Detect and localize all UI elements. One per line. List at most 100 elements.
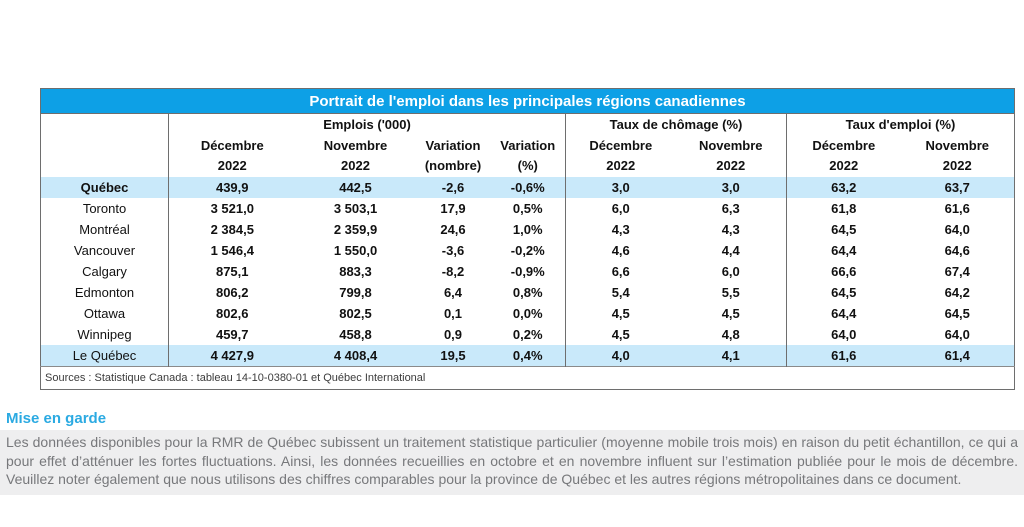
- table-cell: 67,4: [944, 264, 970, 279]
- table-cell: 63,2: [786, 177, 901, 198]
- table-cell: -2,6: [415, 177, 491, 198]
- table-cell: 0,8%: [512, 285, 543, 300]
- table-cell: 1 550,0: [333, 243, 378, 258]
- table-cell: -0,2%: [510, 243, 545, 258]
- table-row: Toronto 3 521,0 3 503,1 17,9 0,5% 6,0 6,3 61,8 6…: [41, 198, 1015, 219]
- table-cell: 3,0: [565, 177, 676, 198]
- caution-note: Mise en garde Les données disponibles po…: [0, 408, 1024, 495]
- table-cell: 64,5: [786, 282, 901, 303]
- table-cell: 64,0: [944, 327, 970, 342]
- table-cell: 64,5: [786, 219, 901, 240]
- corner-cell: [41, 114, 169, 136]
- table-cell: 64,4: [786, 303, 901, 324]
- table-cell: 5,5: [721, 285, 740, 300]
- table-cell: 64,0: [786, 324, 901, 345]
- column-header: Novembre 2022: [323, 138, 388, 173]
- table-row: Le Québec 4 427,9 4 408,4 19,5 0,4% 4,0 4,1 61,…: [40, 345, 1015, 366]
- table-cell: 24,6: [440, 222, 466, 237]
- table-cell: 802,5: [339, 306, 372, 321]
- table-cell: 3,0: [675, 177, 787, 198]
- table-row: Vancouver 1 546,4 1 550,0 -3,6 -0,2% 4,6 4,4 64…: [41, 240, 1015, 261]
- employment-data-table: Portrait de l'emploi dans les principale…: [40, 88, 1015, 390]
- table-cell: 4,3: [721, 222, 740, 237]
- corner-cell: [41, 135, 169, 177]
- table-cell: 0,4%: [490, 345, 566, 366]
- table-cell: 2 359,9: [333, 222, 378, 237]
- table-cell: 0,1: [443, 306, 463, 321]
- table-cell: 0,5%: [512, 201, 543, 216]
- table-cell: 4,1: [675, 345, 787, 366]
- table-cell: 64,4: [786, 240, 901, 261]
- table-cell: 3 521,0: [168, 198, 296, 219]
- column-header: Décembre 2022: [168, 135, 296, 177]
- table-cell: -0,6%: [490, 177, 566, 198]
- table-cell: 4,0: [565, 345, 676, 366]
- table-cell: -8,2: [441, 264, 465, 279]
- table-cell: 3 503,1: [333, 201, 378, 216]
- table-title-row: Portrait de l'emploi dans les principale…: [40, 88, 1015, 114]
- group-header: Taux d'emploi (%): [786, 113, 1015, 135]
- row-label: Edmonton: [74, 285, 135, 300]
- group-header: Taux de chômage (%): [565, 113, 787, 135]
- row-label: Winnipeg: [77, 327, 132, 342]
- group-header: Emplois ('000): [168, 113, 566, 135]
- table-cell: 6,4: [443, 285, 463, 300]
- table-cell: 6,0: [721, 264, 740, 279]
- table-cell: 64,2: [944, 285, 970, 300]
- table-cell: 6,0: [565, 198, 676, 219]
- table-cell: 64,0: [944, 222, 970, 237]
- source-row: Sources : Statistique Canada : tableau 1…: [40, 365, 1015, 389]
- table-cell: 799,8: [339, 285, 372, 300]
- table-cell: 4 427,9: [168, 345, 296, 366]
- table-row: Winnipeg 459,7 458,8 0,9 0,2% 4,5 4,8 64,0 64,0: [41, 324, 1015, 345]
- table-row: Ottawa 802,6 802,5 0,1 0,0% 4,5 4,5 64,4 64,5: [41, 303, 1015, 324]
- table-cell: 4,8: [721, 327, 740, 342]
- table-cell: 4,5: [721, 306, 740, 321]
- table-cell: 2 384,5: [168, 219, 296, 240]
- group-header-row: Emplois ('000) Taux de chômage (%) Taux d'…: [41, 113, 1015, 136]
- table-cell: 4 408,4: [295, 345, 416, 366]
- table-cell: 61,6: [786, 345, 901, 366]
- table-cell: 63,7: [900, 177, 1015, 198]
- table-cell: -3,6: [441, 243, 465, 258]
- table-cell: 4,5: [565, 303, 676, 324]
- column-header-row: Décembre 2022 Novembre 2022 Variation (nom…: [41, 135, 1015, 177]
- table-cell: 875,1: [168, 261, 296, 282]
- column-header: Novembre 2022: [698, 138, 763, 173]
- table-cell: 806,2: [168, 282, 296, 303]
- table-cell: 61,4: [900, 345, 1015, 366]
- table-cell: 64,5: [944, 306, 970, 321]
- employment-table-section: Portrait de l'emploi dans les principale…: [40, 88, 1015, 390]
- table-row: Montréal 2 384,5 2 359,9 24,6 1,0% 4,3 4,3 64,5…: [41, 219, 1015, 240]
- table-cell: 6,3: [721, 201, 740, 216]
- row-label: Calgary: [82, 264, 127, 279]
- table-cell: 4,4: [721, 243, 740, 258]
- table-cell: 459,7: [168, 324, 296, 345]
- row-label: Ottawa: [83, 306, 126, 321]
- column-header: Novembre 2022: [925, 138, 990, 173]
- table-cell: 458,8: [339, 327, 372, 342]
- table-cell: 4,6: [565, 240, 676, 261]
- table-cell: 61,6: [944, 201, 970, 216]
- table-cell: 1 546,4: [168, 240, 296, 261]
- row-label: Vancouver: [73, 243, 136, 258]
- table-cell: 4,3: [565, 219, 676, 240]
- table-cell: 17,9: [440, 201, 466, 216]
- row-label: Montréal: [79, 222, 130, 237]
- table-cell: 442,5: [295, 177, 416, 198]
- table-cell: 5,4: [565, 282, 676, 303]
- table-cell: 439,9: [168, 177, 296, 198]
- table-cell: 61,8: [786, 198, 901, 219]
- row-label: Toronto: [82, 201, 127, 216]
- table-row: Calgary 875,1 883,3 -8,2 -0,9% 6,6 6,0 66,6 67,4: [41, 261, 1015, 282]
- table-source: Sources : Statistique Canada : tableau 1…: [40, 365, 1015, 389]
- table-cell: 883,3: [339, 264, 372, 279]
- table-row: Edmonton 806,2 799,8 6,4 0,8% 5,4 5,5 64,5 64,2: [41, 282, 1015, 303]
- column-header: Variation (%): [500, 138, 556, 173]
- row-label: Le Québec: [40, 345, 169, 366]
- table-cell: 1,0%: [512, 222, 543, 237]
- table-cell: 66,6: [786, 261, 901, 282]
- note-heading: Mise en garde: [6, 410, 107, 427]
- table-cell: -0,9%: [510, 264, 545, 279]
- table-cell: 6,6: [565, 261, 676, 282]
